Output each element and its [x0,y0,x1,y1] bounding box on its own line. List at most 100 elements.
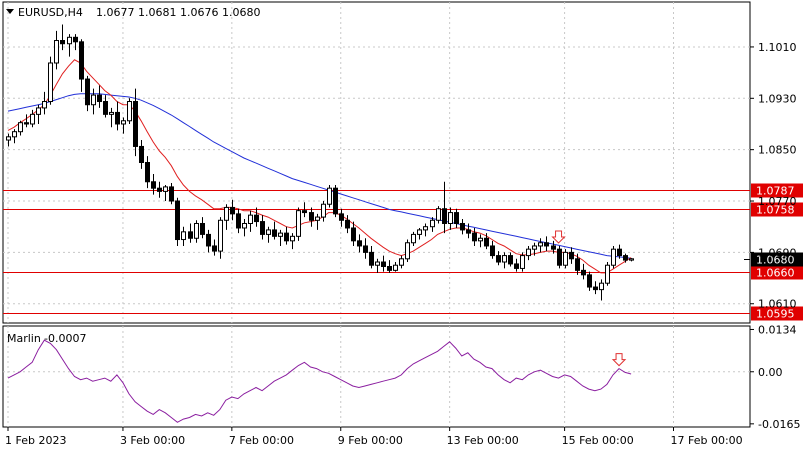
price-tick-label: 1.1010 [758,41,797,54]
candle [563,249,568,269]
bull-candle-body [194,222,199,239]
down-arrow-icon [611,353,627,367]
bear-candle-body [24,122,29,125]
candle [381,255,386,272]
bull-candle-body [321,203,326,218]
time-tick-label: 3 Feb 00:00 [120,434,185,447]
candle [599,279,604,301]
bull-candle-body [248,214,253,224]
candle [224,204,229,230]
candle [85,75,90,112]
bear-candle-body [569,251,574,260]
bear-candle-body [260,221,265,235]
marlin-label: Marlin [7,332,41,345]
candle [91,88,96,115]
bear-candle-body [557,248,562,266]
bull-candle-body [290,235,295,242]
candle [538,238,543,253]
price-level-tag [751,202,803,217]
price-tick-label: 1.0610 [758,298,797,311]
candle [520,252,525,272]
candle [169,183,174,205]
candle [181,226,186,246]
bull-candle-body [478,237,483,242]
bull-candle-body [54,40,59,64]
candle [188,223,193,243]
bull-candle-body [278,232,283,237]
candle [236,208,241,234]
candle [581,263,586,280]
candle [139,140,144,169]
bull-candle-body [502,255,507,263]
slow-moving-average-line [7,93,632,259]
bear-candle-body [363,245,368,253]
candle [417,227,422,240]
indicator-tick-label: 0.0134 [758,323,797,336]
candle [569,247,574,264]
candle [496,251,501,266]
time-tick-label: 15 Feb 00:00 [562,434,634,447]
bear-candle-body [175,200,180,241]
candle [460,218,465,235]
price-level-label: 1.0758 [756,204,795,217]
bear-candle-body [339,213,344,221]
horizontal-levels[interactable]: 1.0787 1.0758 1.0660 1.0595 1.0680 [3,183,803,321]
bull-candle-body [423,226,428,231]
candle [284,226,289,245]
candle [163,184,168,202]
candle [79,39,84,92]
bear-candle-body [85,78,90,106]
candle [466,223,471,239]
bull-candle-body [599,282,604,291]
candles [6,24,634,301]
bull-candle-body [611,248,616,266]
candle [502,252,507,269]
candle [109,107,114,128]
bear-candle-body [139,145,144,163]
candle [67,34,72,57]
candle [442,181,447,234]
bear-candle-body [575,258,580,271]
bull-candle-body [266,229,271,235]
bear-candle-body [587,274,592,288]
candle [302,202,307,218]
candle [333,184,338,218]
candle [526,245,531,261]
time-tick-label: 7 Feb 00:00 [229,434,294,447]
price-tick-label: 1.0690 [758,246,797,259]
bear-candle-body [490,245,495,257]
current-price-tag [751,252,803,267]
candle [363,238,368,259]
bear-candle-body [206,233,211,247]
symbol-menu-triangle-icon[interactable] [6,9,14,14]
price-panel [2,1,751,324]
bear-candle-body [79,41,84,80]
candle [30,109,35,128]
bear-candle-body [381,261,386,268]
bear-candle-body [544,242,549,247]
bull-candle-body [520,255,525,269]
candle [18,120,23,136]
candle [399,255,404,269]
candle [508,252,513,267]
marlin-indicator [7,339,632,423]
time-tick-label: 13 Feb 00:00 [447,434,519,447]
candle [254,207,259,227]
bear-candle-body [254,214,259,223]
time-tick-label: 1 Feb 2023 [5,434,66,447]
candle [157,181,162,198]
candle [230,199,235,221]
bear-candle-body [345,219,350,229]
candle [260,215,265,240]
bear-candle-body [73,36,78,43]
bear-candle-body [333,187,338,215]
marlin-value: -0.0007 [44,332,86,345]
candle [544,236,549,252]
candle [490,240,495,259]
candle [369,245,374,269]
bull-candle-body [430,219,435,228]
indicator-panel [2,325,751,428]
candle [357,234,362,253]
bull-candle-body [448,212,453,224]
